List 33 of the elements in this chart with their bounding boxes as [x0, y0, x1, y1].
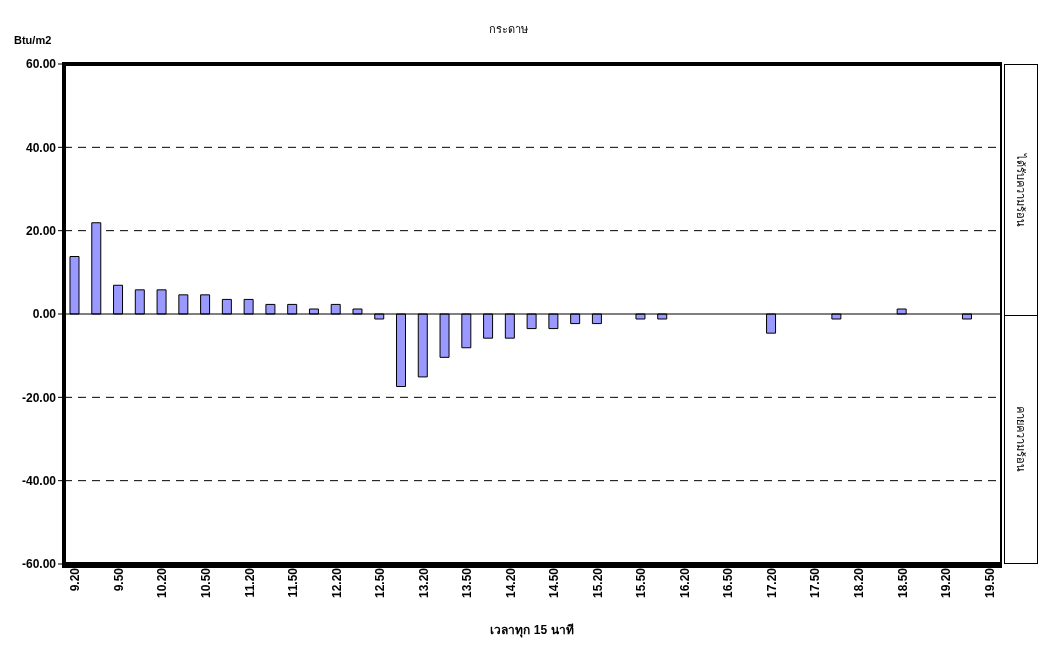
y-tick-label: 40.00 [25, 140, 57, 155]
y-tick-label: -60.00 [21, 557, 57, 572]
y-tick-label: 20.00 [25, 223, 57, 238]
y-tick-label: 0.00 [32, 307, 57, 322]
x-tick-label: 17.20 [764, 567, 779, 599]
side-box: ได้รับความร้อน คายความร้อน [1004, 64, 1038, 564]
x-tick-label: 15.20 [590, 567, 605, 599]
x-tick-label: 15.50 [634, 567, 649, 599]
x-tick-label: 9.20 [68, 567, 83, 592]
y-tick-label: 60.00 [25, 57, 57, 72]
x-tick-label: 13.50 [460, 567, 475, 599]
x-axis-title: เวลาทุก 15 นาที [490, 623, 574, 638]
x-tick-label: 19.20 [939, 567, 954, 599]
x-tick-label: 16.50 [721, 567, 736, 599]
y-axis-title: Btu/m2 [14, 34, 52, 46]
chart-title: กระดาษ [488, 23, 528, 35]
x-tick-label: 11.50 [286, 567, 301, 598]
x-tick-label: 17.50 [808, 567, 823, 599]
y-tick-label: -20.00 [21, 390, 57, 405]
x-tick-label: 12.50 [373, 567, 388, 599]
x-tick-label: 9.50 [111, 567, 126, 592]
x-tick-label: 18.20 [852, 567, 867, 599]
x-tick-label: 10.50 [199, 567, 214, 599]
x-tick-label: 18.50 [895, 567, 910, 599]
y-tick-label: -40.00 [21, 473, 57, 488]
x-tick-label: 16.20 [677, 567, 692, 599]
x-tick-label: 19.50 [982, 567, 997, 599]
x-tick-label: 12.20 [329, 567, 344, 599]
x-tick-label: 13.20 [416, 567, 431, 599]
x-tick-label: 10.20 [155, 567, 170, 599]
x-tick-label: 14.50 [547, 567, 562, 599]
x-tick-label: 11.20 [242, 567, 257, 598]
x-tick-label: 14.20 [503, 567, 518, 599]
